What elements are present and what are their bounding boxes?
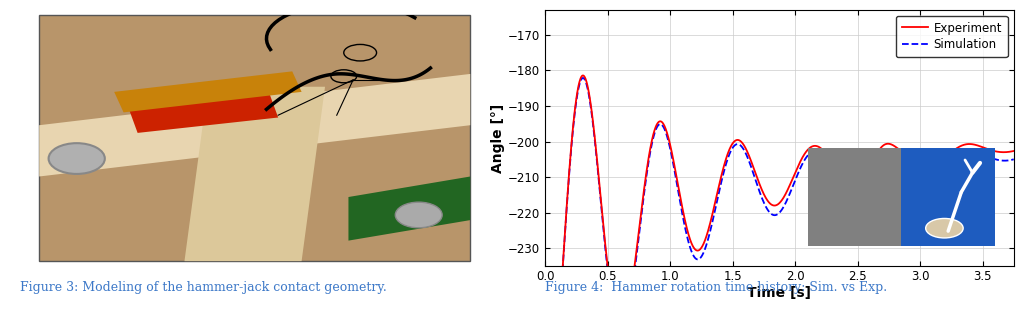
Polygon shape [39, 74, 470, 177]
Circle shape [48, 143, 104, 174]
Simulation [1008, 157, 1020, 161]
Legend: Experiment, Simulation: Experiment, Simulation [896, 16, 1008, 57]
Simulation [908, 164, 921, 168]
Polygon shape [184, 87, 325, 261]
Line: Simulation: Simulation [545, 78, 1014, 327]
X-axis label: Time [s]: Time [s] [748, 286, 811, 300]
Experiment [1008, 149, 1020, 153]
Line: Experiment: Experiment [545, 76, 1014, 327]
Simulation [577, 76, 589, 80]
Experiment [577, 74, 589, 77]
Experiment [908, 156, 921, 160]
Polygon shape [348, 177, 470, 241]
Experiment [755, 185, 767, 189]
Circle shape [395, 202, 442, 228]
Polygon shape [115, 71, 302, 112]
Simulation [994, 158, 1007, 162]
Text: Figure 3: Modeling of the hammer-jack contact geometry.: Figure 3: Modeling of the hammer-jack co… [20, 281, 387, 294]
Experiment [994, 150, 1007, 154]
Simulation [767, 213, 779, 217]
Simulation [994, 158, 1007, 162]
Y-axis label: Angle [°]: Angle [°] [492, 103, 505, 173]
Experiment [994, 150, 1007, 154]
Simulation [755, 193, 767, 197]
Experiment [767, 203, 779, 207]
Polygon shape [128, 92, 279, 133]
Simulation [563, 173, 575, 177]
Experiment [563, 171, 575, 175]
Text: Figure 4:  Hammer rotation time history: Sim. vs Exp.: Figure 4: Hammer rotation time history: … [545, 281, 888, 294]
